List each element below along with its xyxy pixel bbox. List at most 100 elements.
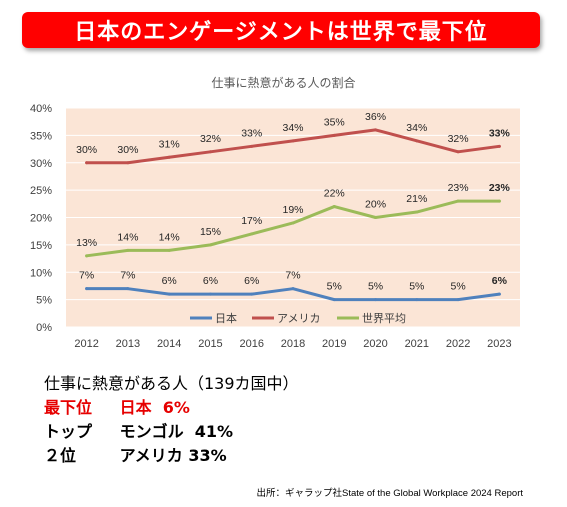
data-label: 14% [159, 231, 180, 243]
data-label: 32% [200, 133, 221, 145]
data-label: 36% [365, 111, 386, 123]
data-label: 35% [324, 116, 345, 128]
y-tick-label: 10% [30, 267, 52, 279]
data-label: 19% [282, 204, 303, 216]
x-tick-label: 2012 [74, 338, 98, 350]
rank-label: ２位 [44, 446, 77, 465]
data-point [126, 287, 130, 291]
info-row-last: 最下位 日本 6% [44, 396, 544, 420]
y-tick-label: 15% [30, 240, 52, 252]
country-label: アメリカ [119, 446, 183, 465]
data-point [332, 298, 336, 302]
data-point [497, 292, 501, 296]
data-label: 34% [406, 122, 427, 134]
data-label: 6% [244, 275, 259, 287]
data-label: 13% [76, 237, 97, 249]
data-label: 33% [489, 127, 511, 139]
info-heading: 仕事に熱意がある人（139カ国中） [44, 374, 299, 393]
data-point [167, 292, 171, 296]
data-label: 6% [203, 275, 218, 287]
x-tick-label: 2013 [116, 338, 140, 350]
x-tick-label: 2015 [198, 338, 222, 350]
data-label: 5% [450, 281, 465, 293]
x-tick-label: 2023 [487, 338, 511, 350]
value-label: 6% [162, 398, 190, 417]
x-tick-label: 2021 [405, 338, 429, 350]
data-label: 33% [241, 127, 262, 139]
data-label: 34% [282, 122, 303, 134]
y-tick-label: 0% [36, 322, 52, 334]
data-point [332, 133, 336, 137]
data-point [126, 161, 130, 165]
data-point [126, 248, 130, 252]
data-point [208, 150, 212, 154]
data-point [415, 210, 419, 214]
data-point [208, 243, 212, 247]
data-label: 5% [409, 281, 424, 293]
line-chart: 0% 5% 10% 15% 20% 25% 30% 35% 40% 2012 2013 2014 201… [0, 62, 567, 358]
rank-label: 最下位 [44, 398, 93, 417]
y-tick-label: 20% [30, 213, 52, 225]
data-point [456, 150, 460, 154]
data-point [374, 298, 378, 302]
data-label: 6% [162, 275, 177, 287]
data-point [250, 144, 254, 148]
info-row-top: トップ モンゴル 41% [44, 420, 544, 444]
value-label: 41% [194, 422, 234, 441]
data-label: 6% [492, 275, 508, 287]
country-label: モンゴル [119, 422, 184, 441]
data-label: 15% [200, 226, 221, 238]
data-label: 21% [406, 193, 427, 205]
x-tick-label: 2020 [363, 338, 387, 350]
value-label: 33% [188, 446, 227, 465]
data-label: 20% [365, 199, 386, 211]
data-label: 30% [76, 144, 97, 156]
data-point [497, 144, 501, 148]
data-point [85, 287, 89, 291]
legend-label: アメリカ [277, 312, 320, 325]
data-point [415, 139, 419, 143]
data-label: 5% [327, 281, 342, 293]
data-label: 7% [120, 270, 135, 282]
y-tick-label: 25% [30, 185, 52, 197]
data-point [374, 216, 378, 219]
info-block: 仕事に熱意がある人（139カ国中） 最下位 日本 6% トップ モンゴル 41%… [44, 372, 544, 468]
chart-svg: 0% 5% 10% 15% 20% 25% 30% 35% 40% 2012 2013 2014 201… [30, 103, 520, 350]
y-tick-label: 40% [30, 103, 52, 115]
data-label: 7% [285, 270, 300, 282]
rank-label: トップ [44, 422, 93, 441]
x-tick-label: 2022 [446, 338, 470, 350]
y-tick-label: 5% [36, 295, 52, 307]
legend-label: 日本 [215, 311, 237, 325]
data-point [332, 205, 336, 209]
x-tick-label: 2016 [239, 338, 263, 350]
y-tick-label: 35% [30, 130, 52, 142]
legend-label: 世界平均 [362, 312, 406, 325]
data-label: 5% [368, 281, 383, 293]
x-tick-label: 2018 [281, 338, 305, 350]
data-point [415, 298, 419, 302]
data-label: 32% [448, 133, 469, 145]
data-label: 23% [448, 182, 469, 194]
data-point [167, 155, 171, 159]
data-label: 23% [489, 182, 511, 194]
info-row-second: ２位 アメリカ 33% [44, 444, 544, 468]
data-point [167, 248, 171, 252]
data-point [208, 292, 212, 296]
data-label: 14% [117, 231, 138, 243]
data-point [291, 221, 295, 225]
data-label: 31% [159, 138, 180, 150]
data-label: 22% [324, 188, 345, 200]
data-point [85, 254, 89, 258]
data-point [497, 199, 501, 203]
data-point [250, 232, 254, 236]
data-point [456, 298, 460, 302]
data-label: 7% [79, 270, 94, 282]
x-tick-label: 2019 [322, 338, 346, 350]
data-point [456, 199, 460, 203]
data-point [291, 139, 295, 143]
x-tick-label: 2014 [157, 338, 181, 350]
data-point [250, 292, 254, 296]
data-label: 30% [117, 144, 138, 156]
data-point [85, 161, 89, 165]
